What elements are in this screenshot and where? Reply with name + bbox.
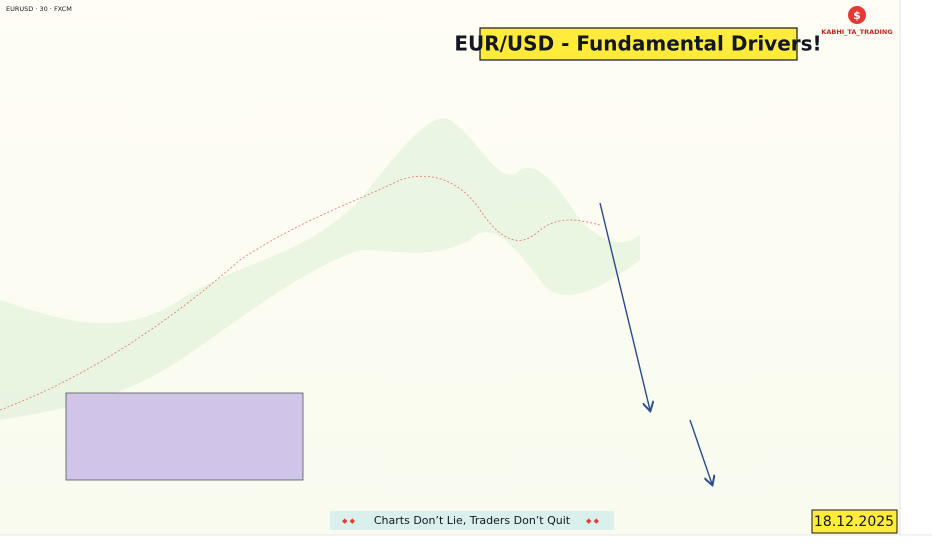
- symbol: EURUSD · 30 · FXCM: [6, 5, 72, 13]
- logo-symbol: $: [853, 9, 861, 22]
- cloud: [0, 118, 640, 420]
- decor: ◆ ◆: [586, 517, 600, 525]
- info-box: [65, 392, 304, 481]
- time-axis: [0, 535, 932, 550]
- arrow: [599, 202, 650, 410]
- brand: KABHI_TA_TRADING: [821, 28, 892, 36]
- price-axis: [900, 0, 932, 550]
- chart-title: EUR/USD - Fundamental Drivers!: [454, 32, 821, 56]
- date-box: [811, 509, 898, 534]
- decor: ◆ ◆: [342, 517, 356, 525]
- title-box: [479, 27, 798, 61]
- date: 18.12.2025: [814, 514, 894, 530]
- arrow: [689, 419, 712, 484]
- footer: Charts Don’t Lie, Traders Don’t Quit: [374, 514, 571, 527]
- logo: [848, 6, 866, 24]
- footer-box: [330, 511, 614, 530]
